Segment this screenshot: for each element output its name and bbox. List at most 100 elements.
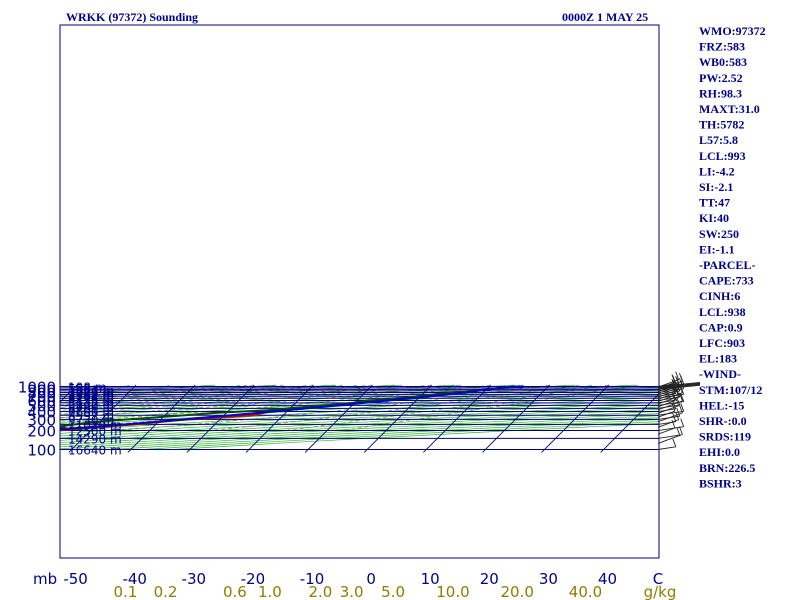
- height-label: 2037 m: [68, 387, 114, 401]
- wind-barb-flag: [680, 418, 685, 427]
- index-line: LI:-4.2: [699, 164, 735, 178]
- height-label: 16640 m: [68, 444, 122, 458]
- dry-adiabat: [60, 389, 659, 424]
- index-line: L57:5.8: [699, 133, 738, 147]
- moist-adiabat: [60, 384, 462, 418]
- wind-barb: [657, 434, 683, 444]
- index-line: LCL:938: [699, 305, 746, 319]
- wind-barb: [658, 383, 701, 389]
- wind-barb-flag: [676, 407, 681, 417]
- pressure-tick-label: 500: [27, 397, 56, 415]
- wind-barb: [657, 400, 676, 408]
- index-line: SHR-:0.0: [699, 414, 747, 428]
- station-title: WRKK (97372) Sounding: [66, 10, 198, 24]
- index-line: EI:-1.1: [699, 242, 735, 256]
- pressure-tick-label: 700: [27, 388, 56, 406]
- parcel-profile: [60, 385, 524, 431]
- wind-barb-flag: [672, 438, 677, 447]
- height-label: 12500 m: [68, 425, 122, 439]
- wind-barb: [657, 389, 679, 398]
- index-line: CAP:0.9: [699, 320, 743, 334]
- mixing-ratio-line: [254, 384, 358, 413]
- wind-barb-flag: [675, 371, 680, 380]
- pressure-tick-label: 200: [27, 423, 56, 441]
- sounding-time: 0000Z 1 MAY 25: [562, 10, 648, 24]
- index-line: RH:98.3: [699, 86, 742, 100]
- wind-barb-flag: [675, 388, 680, 397]
- wind-barb: [657, 410, 684, 416]
- dry-adiabat: [60, 411, 659, 446]
- index-line: CINH:6: [699, 289, 740, 303]
- index-line: CAPE:733: [699, 274, 754, 288]
- index-line: WB0:583: [699, 55, 747, 69]
- wind-barb: [657, 399, 676, 404]
- index-line: EHI:0.0: [699, 445, 740, 459]
- wind-barb: [657, 446, 676, 450]
- index-line: KI:40: [699, 211, 729, 225]
- index-line: WMO:97372: [699, 24, 766, 38]
- wind-barb-flag: [671, 402, 676, 412]
- moist-adiabat: [342, 384, 639, 431]
- wind-barb: [658, 382, 701, 388]
- wind-barb-flag: [672, 413, 677, 422]
- index-line: LCL:993: [699, 149, 746, 163]
- height-label: 558 m: [68, 382, 106, 396]
- mixing-ratio-label: 0.1: [113, 583, 137, 600]
- wind-barb-flag: [675, 397, 680, 406]
- wind-barb-flag: [679, 426, 683, 435]
- temperature-tick-label: 10: [421, 570, 440, 588]
- dry-adiabat: [60, 397, 659, 432]
- pressure-tick-label: 100: [27, 442, 56, 460]
- index-line: LFC:903: [699, 336, 745, 350]
- wind-barb-flag: [679, 392, 683, 402]
- dry-adiabat: [60, 404, 659, 439]
- pressure-tick-label: 600: [27, 392, 56, 410]
- height-label: 8597 m: [68, 409, 114, 423]
- wind-barb-flag: [671, 374, 676, 383]
- temperature-tick-label: -10: [300, 570, 325, 588]
- wind-barb-flag: [672, 391, 677, 401]
- index-line: BSHR:3: [699, 476, 742, 490]
- mixing-ratio-label: 0.2: [154, 583, 178, 600]
- moist-adiabat: [60, 384, 403, 411]
- wind-barb: [657, 392, 683, 403]
- temperature-tick-label: 40: [598, 570, 617, 588]
- height-label: 11010 m: [68, 418, 122, 432]
- pressure-tick-label: 300: [27, 411, 56, 429]
- wind-barb: [657, 434, 680, 439]
- wind-barb-flag: [676, 396, 681, 406]
- index-line: -PARCEL-: [699, 258, 755, 272]
- wind-barb-flag: [680, 403, 685, 412]
- wind-barb: [657, 405, 679, 414]
- wind-barb-flag: [676, 426, 681, 436]
- temperature-tick-label: -40: [122, 570, 147, 588]
- height-label: 6701 m: [68, 402, 114, 416]
- index-line: -WIND-: [699, 367, 741, 381]
- height-label: 1526 m: [68, 385, 114, 399]
- index-line: MAXT:31.0: [699, 102, 760, 116]
- height-label: 108 m: [68, 380, 106, 394]
- dry-adiabat: [60, 399, 659, 434]
- wind-barb-flag: [676, 388, 681, 398]
- temperature-tick-label: 0: [366, 570, 376, 588]
- temperature-unit-label: C: [653, 570, 663, 588]
- pressure-unit-label: mb: [33, 570, 57, 588]
- index-line: PW:2.52: [699, 71, 743, 85]
- index-line: SW:250: [699, 227, 739, 241]
- dry-adiabat: [80, 417, 659, 450]
- dry-adiabat: [60, 413, 659, 448]
- height-label: 7600 m: [68, 406, 114, 420]
- mixing-ratio-label: 1.0: [258, 583, 282, 600]
- wind-barb-flag: [675, 411, 680, 420]
- height-label: 5132 m: [68, 397, 114, 411]
- dry-adiabat: [111, 419, 659, 450]
- plot-frame: [59, 24, 660, 559]
- mixing-ratio-unit: g/kg: [644, 583, 677, 600]
- height-label: 14290 m: [68, 432, 122, 446]
- mixing-ratio-label: 20.0: [501, 583, 534, 600]
- index-line: TH:5782: [699, 118, 744, 132]
- index-line: EL:183: [699, 352, 737, 366]
- wind-barb: [658, 384, 701, 390]
